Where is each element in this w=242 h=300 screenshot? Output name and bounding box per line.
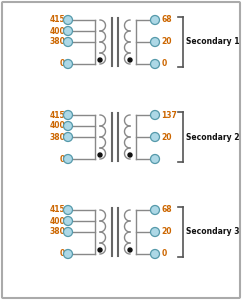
Circle shape bbox=[63, 26, 73, 35]
Text: Secondary 3: Secondary 3 bbox=[186, 227, 239, 236]
Circle shape bbox=[63, 206, 73, 214]
Text: 0: 0 bbox=[60, 59, 65, 68]
Text: Secondary 1: Secondary 1 bbox=[186, 38, 239, 46]
Text: 415: 415 bbox=[49, 110, 65, 119]
Circle shape bbox=[63, 122, 73, 130]
Text: 137: 137 bbox=[161, 110, 177, 119]
Circle shape bbox=[151, 133, 159, 142]
Circle shape bbox=[63, 217, 73, 226]
Text: 0: 0 bbox=[161, 250, 167, 259]
Circle shape bbox=[151, 110, 159, 119]
Text: 20: 20 bbox=[161, 227, 172, 236]
Circle shape bbox=[63, 110, 73, 119]
Circle shape bbox=[98, 248, 102, 252]
Circle shape bbox=[151, 59, 159, 68]
Text: 20: 20 bbox=[161, 133, 172, 142]
Text: 0: 0 bbox=[161, 59, 167, 68]
Circle shape bbox=[151, 250, 159, 259]
Text: 400: 400 bbox=[49, 26, 65, 35]
Text: 380: 380 bbox=[49, 227, 65, 236]
Circle shape bbox=[63, 16, 73, 25]
Circle shape bbox=[63, 250, 73, 259]
Circle shape bbox=[128, 153, 132, 157]
Circle shape bbox=[63, 133, 73, 142]
Circle shape bbox=[128, 248, 132, 252]
Text: 20: 20 bbox=[161, 38, 172, 46]
Circle shape bbox=[151, 206, 159, 214]
Circle shape bbox=[151, 154, 159, 164]
Circle shape bbox=[128, 58, 132, 62]
Text: 380: 380 bbox=[49, 133, 65, 142]
Circle shape bbox=[63, 227, 73, 236]
FancyBboxPatch shape bbox=[2, 2, 240, 298]
Text: 68: 68 bbox=[161, 16, 172, 25]
Text: 0: 0 bbox=[60, 154, 65, 164]
Circle shape bbox=[98, 58, 102, 62]
Text: Secondary 2: Secondary 2 bbox=[186, 133, 239, 142]
Circle shape bbox=[63, 154, 73, 164]
Circle shape bbox=[63, 38, 73, 46]
Circle shape bbox=[151, 227, 159, 236]
Text: 415: 415 bbox=[49, 206, 65, 214]
Text: 400: 400 bbox=[49, 217, 65, 226]
Circle shape bbox=[63, 59, 73, 68]
Text: 400: 400 bbox=[49, 122, 65, 130]
Circle shape bbox=[151, 38, 159, 46]
Text: 0: 0 bbox=[60, 250, 65, 259]
Circle shape bbox=[98, 153, 102, 157]
Text: 415: 415 bbox=[49, 16, 65, 25]
Text: 68: 68 bbox=[161, 206, 172, 214]
Circle shape bbox=[151, 16, 159, 25]
Text: 380: 380 bbox=[49, 38, 65, 46]
